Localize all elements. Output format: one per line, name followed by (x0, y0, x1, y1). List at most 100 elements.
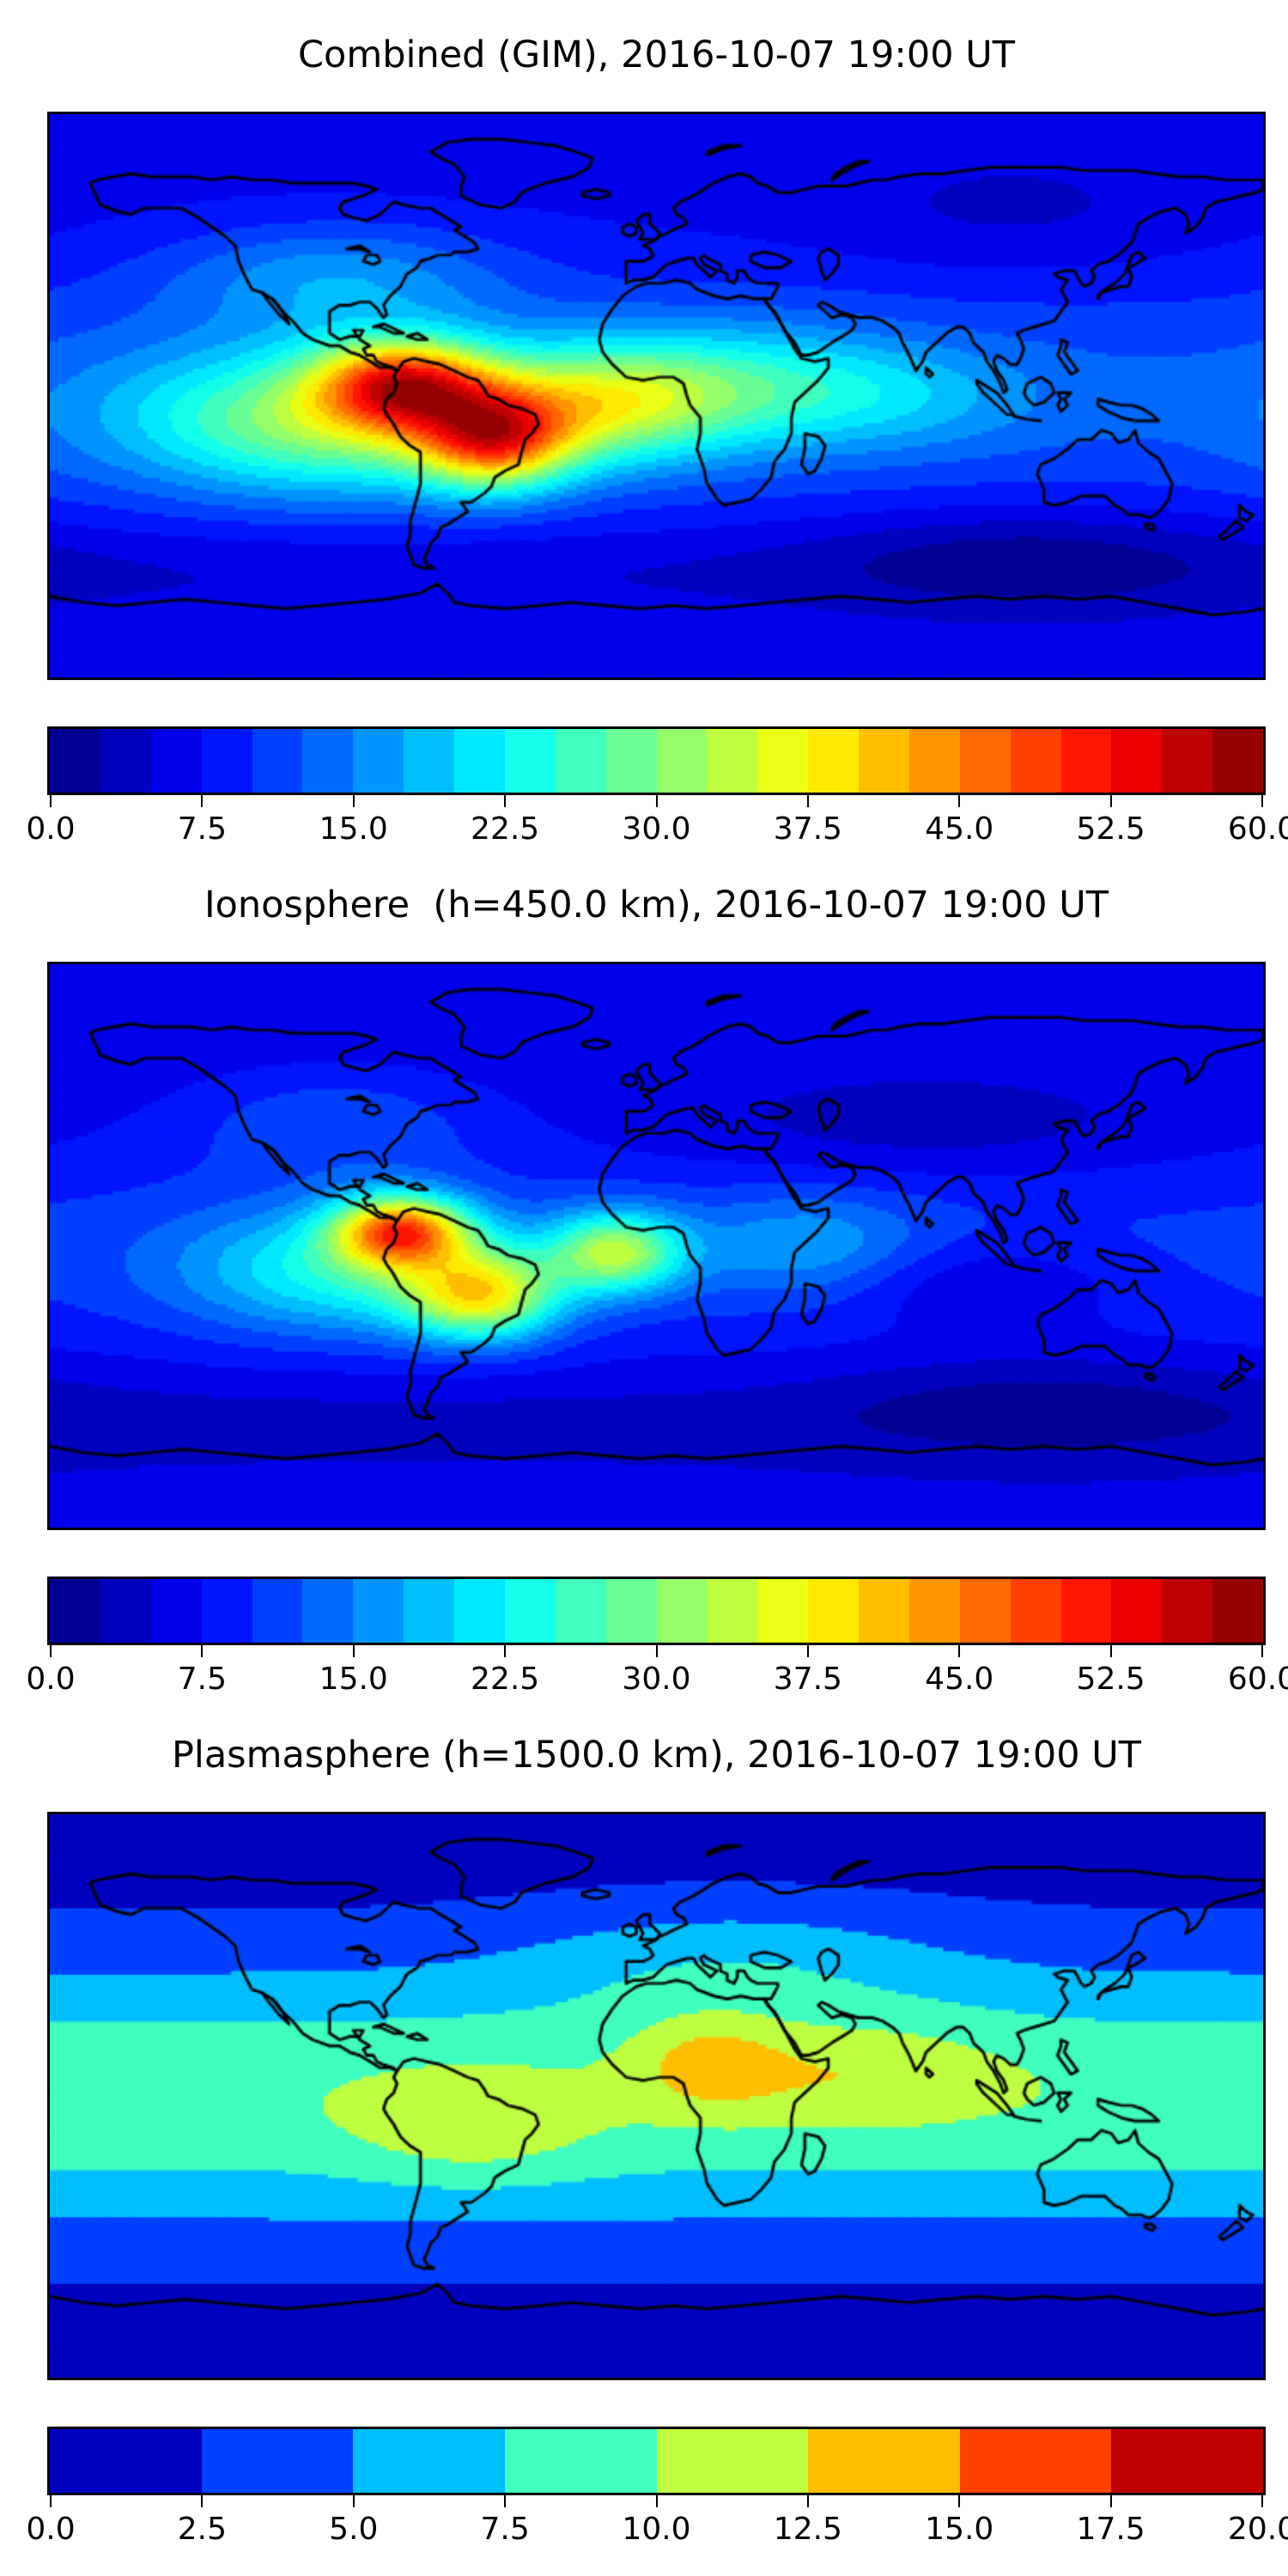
colorbar-segment (908, 1579, 960, 1643)
colorbar-segment (808, 1579, 859, 1643)
map-canvas-plasmasphere (50, 1814, 1263, 2378)
colorbar-tick-label: 0.0 (26, 811, 76, 847)
colorbar-gradient (47, 1577, 1266, 1645)
colorbar-segment (656, 1579, 708, 1643)
colorbar-tick (1109, 1645, 1112, 1657)
colorbar-tick-label: 10.0 (622, 2512, 691, 2547)
colorbar-tick (806, 1645, 809, 1657)
colorbar-tick (201, 795, 204, 807)
colorbar-tick (201, 2495, 204, 2507)
colorbar-tick (655, 795, 658, 807)
colorbar-tick (1261, 795, 1263, 807)
colorbar-segment (353, 2429, 505, 2493)
colorbar-segment (1111, 729, 1163, 793)
colorbar-tick-label: 52.5 (1076, 1662, 1145, 1697)
colorbar-segment (605, 1579, 657, 1643)
colorbar-tick (1261, 2495, 1263, 2507)
colorbar-tick-label: 7.5 (177, 1662, 228, 1697)
colorbar-segment (1111, 1579, 1163, 1643)
colorbar-segment (859, 729, 909, 793)
colorbar-segment (504, 2429, 657, 2493)
panel-ionosphere: Ionosphere (h=450.0 km), 2016-10-07 19:0… (0, 850, 1288, 1700)
colorbar-segment (959, 729, 1011, 793)
colorbar-ticks (47, 2495, 1266, 2509)
map-canvas-combined (50, 114, 1263, 677)
map-title-combined: Combined (GIM), 2016-10-07 19:00 UT (297, 33, 1015, 76)
colorbar-segment (1060, 1579, 1112, 1643)
colorbar-tick (504, 1645, 507, 1657)
colorbar-segment (555, 729, 606, 793)
colorbar-tick (50, 2495, 52, 2507)
colorbar-segment (302, 729, 354, 793)
colorbar-tick-label: 15.0 (319, 811, 388, 847)
colorbar-tick-label: 2.5 (177, 2512, 228, 2547)
colorbar-tick (352, 1645, 355, 1657)
colorbar-tick (958, 2495, 961, 2507)
map-plot-combined (47, 112, 1266, 680)
colorbar-tick (50, 1645, 52, 1657)
colorbar-segment (1162, 1579, 1213, 1643)
colorbar-segment (252, 729, 303, 793)
colorbar-tick-label: 60.0 (1227, 1662, 1288, 1697)
colorbar-segment (859, 1579, 909, 1643)
colorbar-tick-label: 60.0 (1227, 811, 1288, 847)
colorbar-tick (504, 795, 507, 807)
map-title-ionosphere: Ionosphere (h=450.0 km), 2016-10-07 19:0… (204, 884, 1109, 927)
colorbar-labels: 0.0 2.5 5.0 7.5 10.0 12.5 15.0 17.5 20.0 (26, 2511, 1288, 2550)
panel-plasmasphere: Plasmasphere (h=1500.0 km), 2016-10-07 1… (0, 1700, 1288, 2550)
map-title-plasmasphere: Plasmasphere (h=1500.0 km), 2016-10-07 1… (171, 1734, 1142, 1777)
colorbar-segment (707, 1579, 758, 1643)
colorbar-segment (150, 729, 202, 793)
map-plot-plasmasphere (47, 1812, 1266, 2380)
colorbar-segment (959, 2429, 1112, 2493)
colorbar-labels: 0.0 7.5 15.0 22.5 30.0 37.5 45.0 52.5 60.0 (26, 811, 1288, 850)
colorbar-segment (50, 2429, 202, 2493)
colorbar-tick-label: 45.0 (925, 811, 994, 847)
colorbar-tick-label: 37.5 (773, 1662, 842, 1697)
panel-combined-gim: Combined (GIM), 2016-10-07 19:00 UT 0.0 7… (0, 0, 1288, 850)
colorbar-segment (959, 1579, 1011, 1643)
colorbar-segment (1212, 729, 1263, 793)
colorbar-segment (707, 729, 758, 793)
colorbar-segment (252, 1579, 303, 1643)
colorbar-tick-label: 45.0 (925, 1662, 994, 1697)
colorbar-tick-label: 15.0 (319, 1662, 388, 1697)
colorbar-segment (50, 1579, 100, 1643)
colorbar-segment (150, 1579, 202, 1643)
colorbar-segment (1111, 2429, 1263, 2493)
colorbar-tick (806, 795, 809, 807)
colorbar-segment (353, 1579, 404, 1643)
colorbar-labels: 0.0 7.5 15.0 22.5 30.0 37.5 45.0 52.5 60.0 (26, 1661, 1288, 1700)
colorbar-tick (958, 795, 961, 807)
colorbar-segment (605, 729, 657, 793)
colorbar-segment (504, 729, 556, 793)
colorbar-tick-label: 7.5 (177, 811, 228, 847)
map-plot-ionosphere (47, 962, 1266, 1530)
colorbar-tick-label: 0.0 (26, 2512, 76, 2547)
colorbar-segment (656, 729, 708, 793)
colorbar-segment (1162, 729, 1213, 793)
colorbar-tick-label: 0.0 (26, 1662, 76, 1697)
colorbar-tick-label: 7.5 (480, 2512, 530, 2547)
colorbar-ticks (47, 795, 1266, 809)
colorbar-segment (302, 1579, 354, 1643)
colorbar-segment (757, 729, 809, 793)
colorbar-tick (352, 2495, 355, 2507)
colorbar-tick-label: 37.5 (773, 811, 842, 847)
colorbar-tick-label: 12.5 (773, 2512, 842, 2547)
colorbar-tick-label: 15.0 (925, 2512, 994, 2547)
colorbar-tick (1109, 2495, 1112, 2507)
colorbar-segment (353, 729, 404, 793)
colorbar-gradient (47, 726, 1266, 795)
colorbar-segment (201, 2429, 354, 2493)
colorbar-segment (100, 729, 151, 793)
colorbar-tick (201, 1645, 204, 1657)
colorbar-tick-label: 20.0 (1227, 2512, 1288, 2547)
colorbar-segment (504, 1579, 556, 1643)
colorbar-tick-label: 5.0 (329, 2512, 379, 2547)
colorbar-segment (100, 1579, 151, 1643)
colorbar-tick (958, 1645, 961, 1657)
colorbar-segment (808, 2429, 960, 2493)
colorbar-segment (1212, 1579, 1263, 1643)
